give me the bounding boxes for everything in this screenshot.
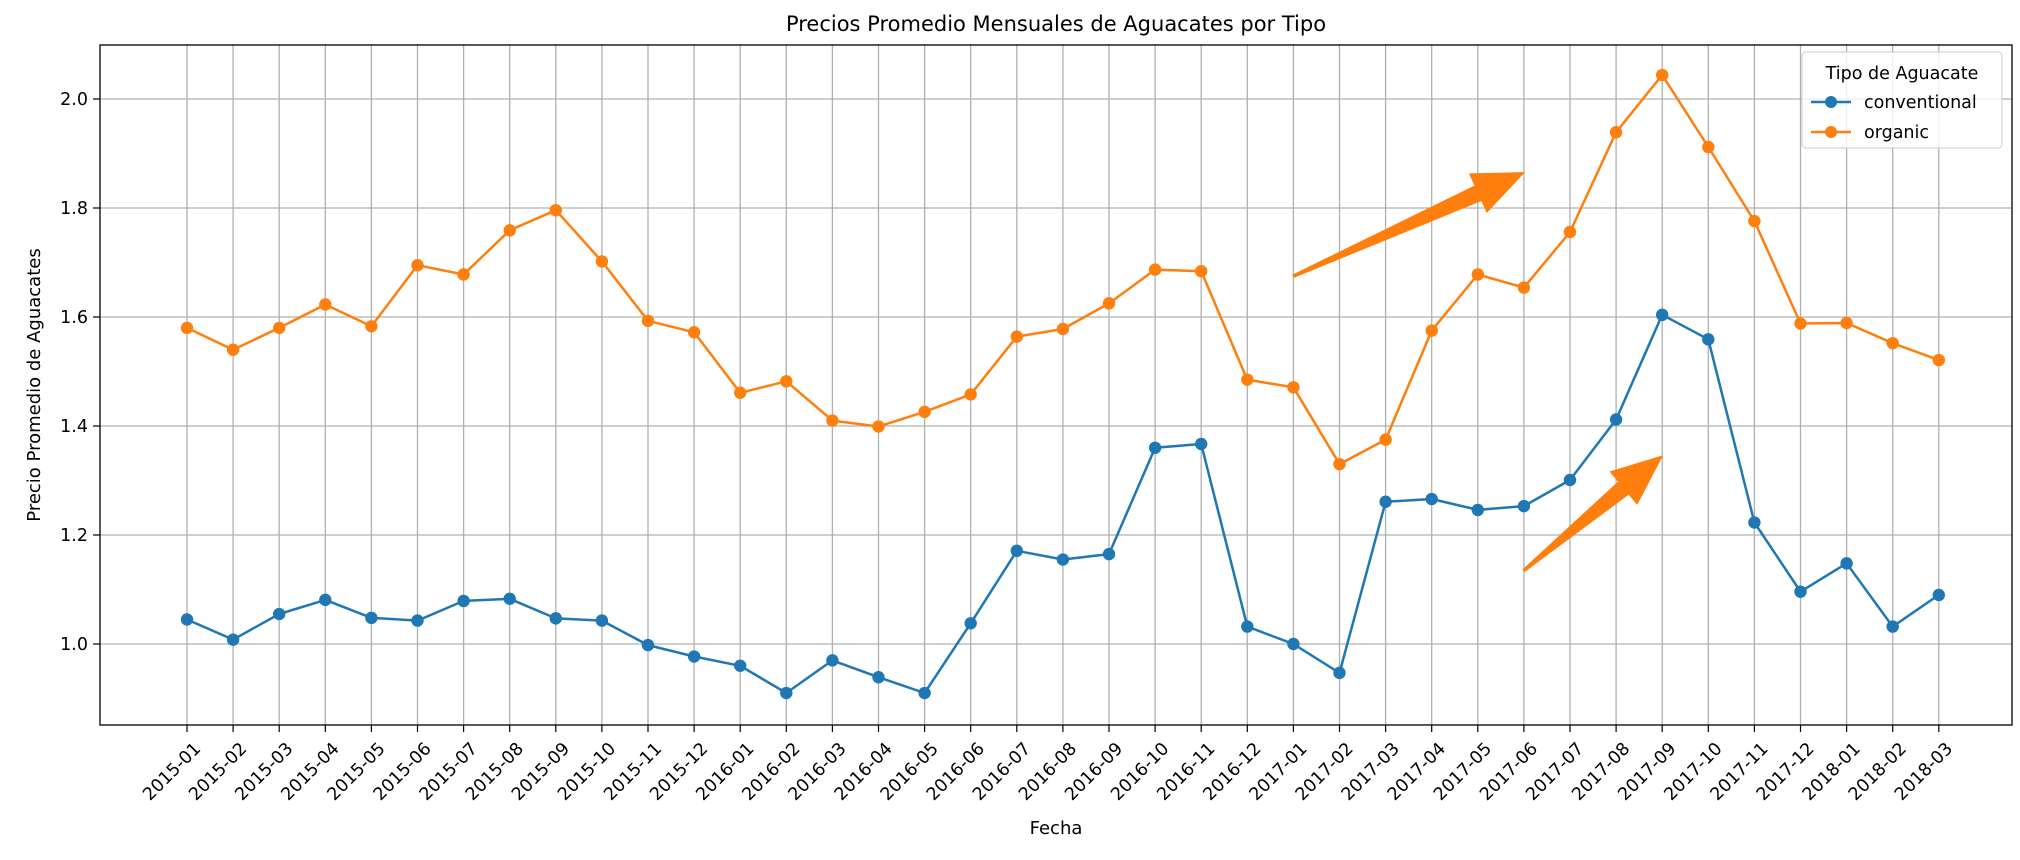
data-point-organic-2018-03 [1933,354,1945,366]
data-point-organic-2018-02 [1887,337,1899,349]
data-point-conventional-2016-05 [918,687,930,699]
y-tick-label-2.0: 2.0 [60,90,88,110]
data-point-organic-2017-11 [1748,215,1760,227]
data-point-organic-2017-02 [1333,458,1345,470]
legend-marker-organic [1825,126,1837,138]
data-point-conventional-2016-11 [1195,438,1207,450]
data-point-conventional-2017-12 [1794,585,1806,597]
data-point-conventional-2017-10 [1702,333,1714,345]
data-point-conventional-2018-01 [1840,557,1852,569]
data-point-organic-2016-06 [965,388,977,400]
data-point-organic-2016-02 [780,375,792,387]
data-point-organic-2016-05 [918,406,930,418]
data-point-conventional-2016-07 [1011,545,1023,557]
y-tick-label-1.0: 1.0 [60,635,88,655]
data-point-organic-2017-10 [1702,141,1714,153]
data-point-conventional-2016-03 [826,654,838,666]
data-point-conventional-2018-03 [1933,589,1945,601]
data-point-organic-2016-03 [826,414,838,426]
data-point-conventional-2017-05 [1472,504,1484,516]
legend: Tipo de Aguacate conventional organic [1802,52,2002,148]
data-point-organic-2015-09 [550,204,562,216]
data-point-conventional-2017-09 [1656,309,1668,321]
data-point-organic-2017-09 [1656,69,1668,81]
legend-marker-conventional [1825,96,1837,108]
data-point-organic-2016-07 [1011,330,1023,342]
data-point-conventional-2015-01 [181,613,193,625]
data-point-organic-2016-04 [872,420,884,432]
data-point-organic-2017-04 [1426,324,1438,336]
data-point-organic-2015-03 [273,322,285,334]
data-point-conventional-2017-08 [1610,413,1622,425]
data-point-organic-2015-01 [181,322,193,334]
data-point-conventional-2016-01 [734,660,746,672]
data-point-conventional-2016-02 [780,687,792,699]
chart-title: Precios Promedio Mensuales de Aguacates … [786,12,1326,36]
data-point-organic-2015-12 [688,326,700,338]
data-point-organic-2015-04 [319,298,331,310]
data-point-organic-2015-08 [504,224,516,236]
data-point-conventional-2016-10 [1149,442,1161,454]
data-point-organic-2015-07 [457,268,469,280]
legend-label-conventional: conventional [1864,93,1977,113]
data-point-conventional-2015-08 [504,593,516,605]
y-axis-label: Precio Promedio de Aguacates [24,248,45,521]
data-point-conventional-2015-06 [411,614,423,626]
y-tick-label-1.4: 1.4 [60,417,88,437]
y-tick-label-1.8: 1.8 [60,199,88,219]
y-tick-label-1.6: 1.6 [60,308,88,328]
data-point-conventional-2017-04 [1426,493,1438,505]
data-point-conventional-2016-06 [965,617,977,629]
data-point-conventional-2015-02 [227,633,239,645]
y-tick-label-1.2: 1.2 [60,526,88,546]
data-point-organic-2017-06 [1518,281,1530,293]
data-point-organic-2017-05 [1472,268,1484,280]
data-point-conventional-2015-12 [688,650,700,662]
legend-label-organic: organic [1864,123,1929,143]
data-point-organic-2016-09 [1103,297,1115,309]
data-point-organic-2016-10 [1149,263,1161,275]
data-point-organic-2016-01 [734,387,746,399]
data-point-organic-2016-08 [1057,323,1069,335]
data-point-organic-2017-03 [1379,433,1391,445]
data-point-organic-2015-02 [227,344,239,356]
data-point-organic-2015-10 [596,255,608,267]
data-point-conventional-2017-03 [1379,496,1391,508]
data-point-organic-2016-12 [1241,373,1253,385]
x-axis-label: Fecha [1030,818,1083,839]
data-point-conventional-2018-02 [1887,620,1899,632]
data-point-organic-2017-01 [1287,381,1299,393]
legend-title: Tipo de Aguacate [1825,64,1979,84]
data-point-organic-2018-01 [1840,317,1852,329]
data-point-conventional-2016-04 [872,671,884,683]
data-point-conventional-2017-01 [1287,638,1299,650]
data-point-conventional-2015-09 [550,612,562,624]
data-point-conventional-2015-11 [642,639,654,651]
data-point-conventional-2015-05 [365,612,377,624]
data-point-conventional-2015-10 [596,614,608,626]
data-point-conventional-2015-03 [273,608,285,620]
data-point-organic-2016-11 [1195,265,1207,277]
data-point-organic-2015-06 [411,259,423,271]
data-point-conventional-2017-11 [1748,516,1760,528]
data-point-conventional-2017-02 [1333,667,1345,679]
data-point-conventional-2016-12 [1241,620,1253,632]
data-point-conventional-2015-04 [319,594,331,606]
data-point-conventional-2017-06 [1518,500,1530,512]
data-point-organic-2015-11 [642,315,654,327]
data-point-conventional-2017-07 [1564,474,1576,486]
data-point-organic-2017-12 [1794,317,1806,329]
data-point-conventional-2015-07 [457,595,469,607]
data-point-conventional-2016-09 [1103,548,1115,560]
data-point-organic-2017-08 [1610,126,1622,138]
data-point-organic-2015-05 [365,320,377,332]
data-point-organic-2017-07 [1564,226,1576,238]
data-point-conventional-2016-08 [1057,553,1069,565]
